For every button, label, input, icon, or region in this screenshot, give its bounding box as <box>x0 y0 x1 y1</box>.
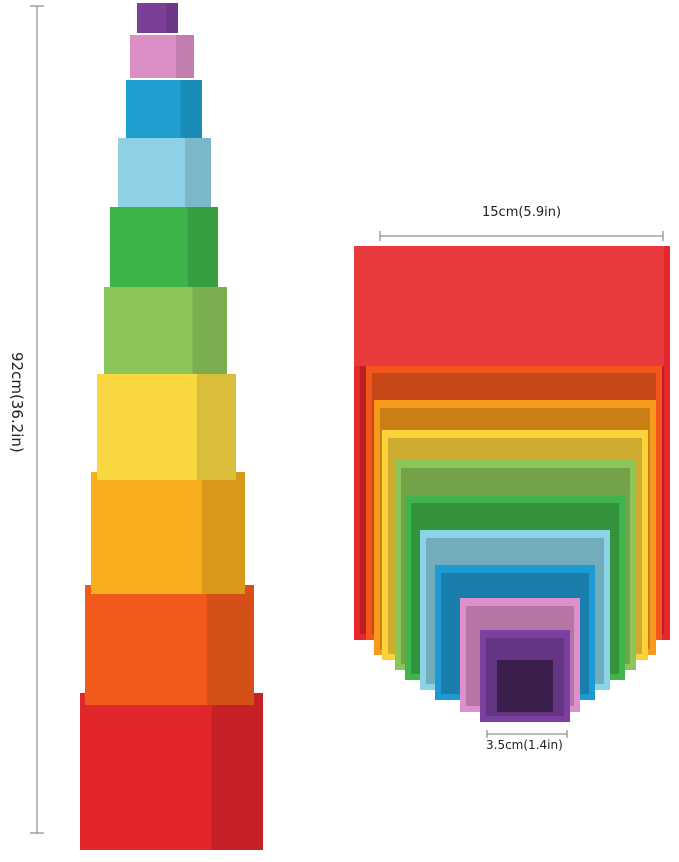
tower-cube-side <box>197 374 236 480</box>
tower-cube-side <box>184 138 211 207</box>
box-width-label: 15cm(5.9in) <box>482 205 562 220</box>
tower-cube-side <box>192 287 227 374</box>
tower-cube-side <box>176 35 194 78</box>
tower-cube-side <box>201 472 245 594</box>
tower-cube-side <box>206 585 254 705</box>
tower-cube-side <box>180 80 202 138</box>
small-box-hole <box>497 660 553 712</box>
tower-cube-side <box>211 693 263 850</box>
tower-cube-side <box>187 207 218 287</box>
tower-cube-side <box>166 3 178 33</box>
tower-height-label: 92cm(36.2in) <box>8 352 26 453</box>
box-top-face <box>354 246 664 366</box>
small-box-width-label: 3.5cm(1.4in) <box>486 738 563 752</box>
